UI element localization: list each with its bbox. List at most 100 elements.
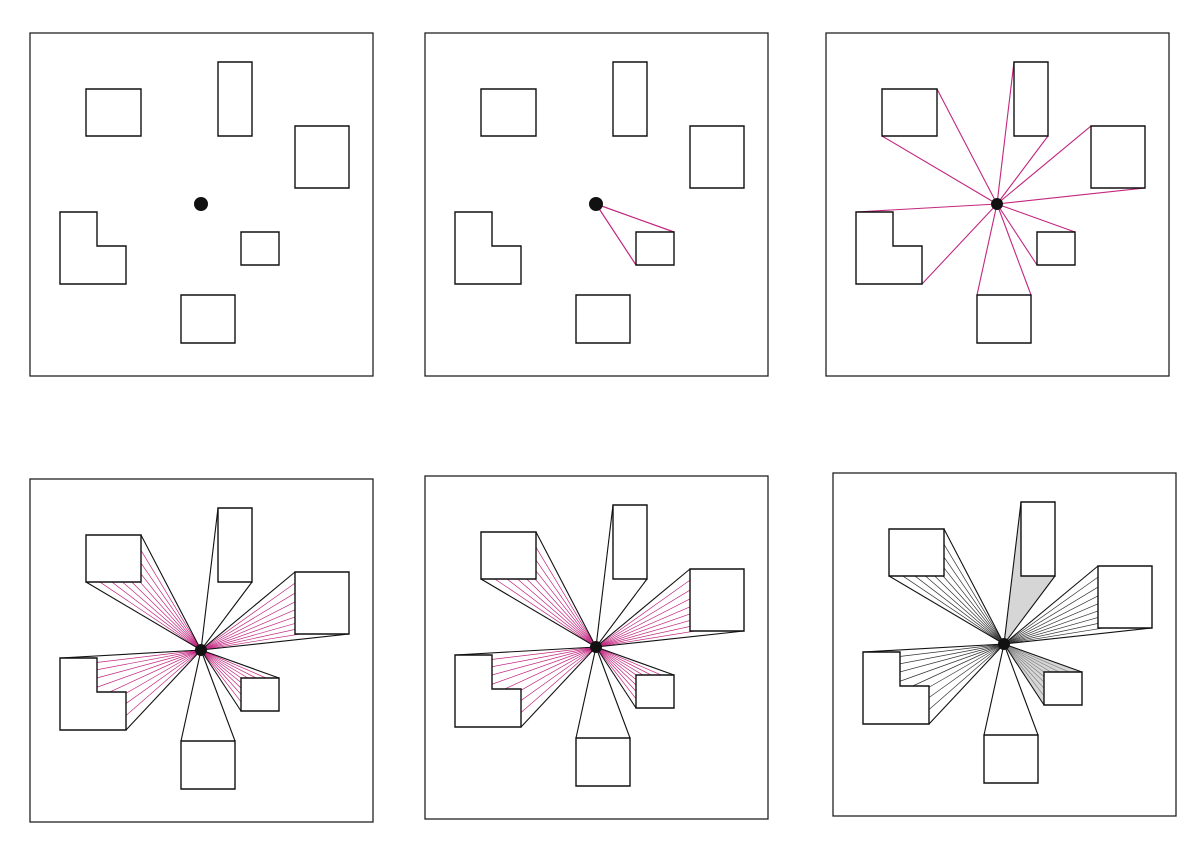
hatch-line <box>89 649 202 691</box>
hatch-line <box>894 570 1005 645</box>
shape <box>217 507 253 583</box>
shape <box>888 528 945 577</box>
hatch-line <box>884 643 1005 677</box>
vanishing-line <box>855 203 998 213</box>
shape <box>1090 125 1146 189</box>
panel <box>424 32 769 377</box>
vanishing-line <box>983 643 1005 736</box>
hatch-line <box>486 573 597 648</box>
vanishing-line <box>200 649 242 712</box>
vanishing-line <box>200 649 280 679</box>
vanishing-line <box>535 531 597 648</box>
shape <box>689 568 745 632</box>
vanishing-point <box>998 638 1010 650</box>
shape <box>1036 231 1076 266</box>
hatch-line <box>595 646 670 679</box>
panel <box>424 475 769 820</box>
shape <box>59 657 127 731</box>
vanishing-line <box>996 135 1049 205</box>
hatch-line <box>513 646 597 720</box>
vanishing-point <box>590 641 602 653</box>
shape <box>976 294 1032 344</box>
vanishing-line <box>200 571 296 651</box>
hatch-line <box>200 649 246 708</box>
vanishing-line <box>200 649 236 742</box>
hatch-line <box>134 540 202 651</box>
shape <box>855 211 923 285</box>
panel <box>832 472 1177 817</box>
vanishing-line <box>921 203 998 285</box>
vanishing-line <box>888 575 1005 645</box>
vanishing-line <box>595 203 675 233</box>
hatch-line <box>595 646 641 705</box>
hatch-line <box>91 576 202 651</box>
shape <box>480 531 537 580</box>
vanishing-line <box>520 646 597 728</box>
hatch-line <box>1003 572 1105 645</box>
hatch-line <box>899 643 1005 693</box>
hatch-line <box>200 585 308 651</box>
vanishing-line <box>1003 575 1056 645</box>
vanishing-line <box>881 135 998 205</box>
shape <box>1013 61 1049 137</box>
vanishing-line <box>125 649 202 731</box>
vanishing-line <box>936 88 998 205</box>
shape <box>454 211 522 285</box>
hatch-line <box>892 643 1005 685</box>
vanishing-line <box>595 568 691 648</box>
vanishing-point <box>194 197 208 211</box>
vanishing-line <box>595 646 675 676</box>
vanishing-line <box>1003 643 1039 736</box>
vanishing-line <box>996 187 1146 205</box>
shape <box>180 294 236 344</box>
shape <box>983 734 1039 784</box>
shape <box>180 740 236 790</box>
vanishing-line <box>996 125 1092 205</box>
hatch-line <box>937 534 1005 645</box>
vanishing-line <box>996 203 1032 296</box>
shape <box>240 677 280 712</box>
vanishing-line <box>1003 643 1083 673</box>
hatch-line <box>491 646 597 696</box>
shape <box>612 504 648 580</box>
hatch-line <box>493 568 597 648</box>
hatch-line <box>200 578 302 651</box>
vanishing-line <box>200 507 219 651</box>
vanishing-line <box>140 534 202 651</box>
hatch-line <box>200 649 275 682</box>
vanishing-line <box>996 61 1015 205</box>
panel <box>29 32 374 377</box>
shape <box>1097 565 1153 629</box>
vanishing-line <box>1003 501 1022 645</box>
vanishing-line <box>976 203 998 296</box>
shape <box>575 737 631 787</box>
shade <box>1004 644 1082 705</box>
shape <box>1043 671 1083 706</box>
shape <box>480 88 537 137</box>
hatch-line <box>1003 579 1111 645</box>
panel <box>825 32 1170 377</box>
shape <box>240 231 280 266</box>
vanishing-line <box>595 578 648 648</box>
hatch-line <box>595 582 703 648</box>
hatch-line <box>529 537 597 648</box>
vanishing-line <box>996 203 1038 266</box>
vanishing-line <box>1003 643 1045 706</box>
shape <box>294 571 350 635</box>
shape <box>59 211 127 285</box>
vanishing-point <box>991 198 1003 210</box>
vanishing-line <box>996 203 1076 233</box>
vanishing-line <box>480 578 597 648</box>
hatch-line <box>81 649 202 683</box>
vanishing-point <box>195 644 207 656</box>
panel <box>29 478 374 823</box>
vanishing-line <box>1003 627 1153 645</box>
hatch-line <box>118 649 202 723</box>
vanishing-line <box>85 581 202 651</box>
shape <box>85 88 142 137</box>
vanishing-line <box>595 646 631 739</box>
vanishing-line <box>59 649 202 659</box>
vanishing-line <box>595 203 637 266</box>
vanishing-line <box>200 581 253 651</box>
